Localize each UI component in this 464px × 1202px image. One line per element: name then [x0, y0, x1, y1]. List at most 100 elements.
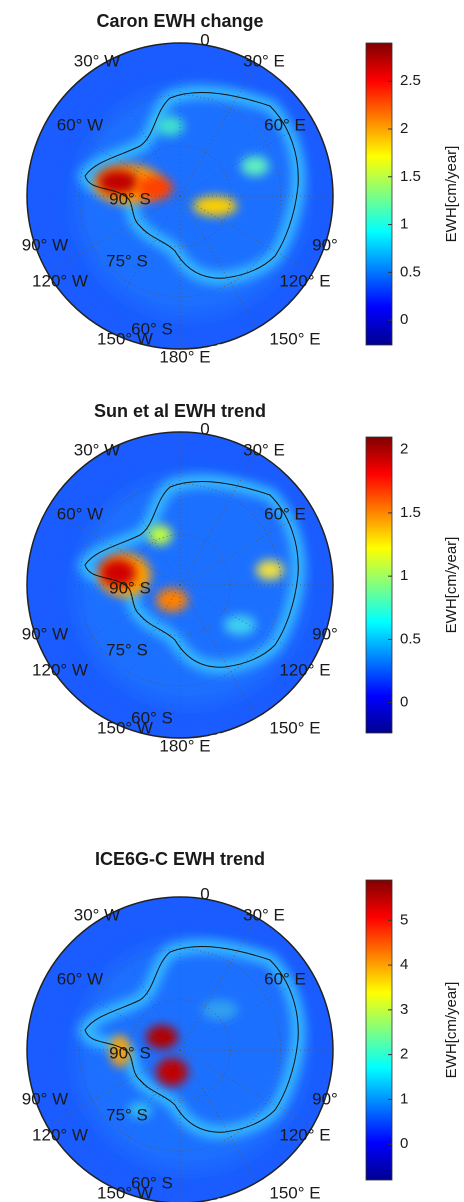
longitude-label: 30° E [243, 905, 285, 924]
anomaly [202, 1000, 238, 1020]
longitude-label: 90° [312, 235, 338, 254]
anomaly [256, 560, 284, 580]
graticule [179, 584, 257, 718]
latitude-label: 60° S [131, 319, 173, 338]
longitude-label: 180° E [159, 347, 210, 366]
longitude-label: 150° W [97, 329, 153, 348]
map-frame [26, 896, 334, 1202]
longitude-label: 90° W [22, 1089, 68, 1108]
anomaly [241, 156, 269, 176]
colorbar-tick-label: 5 [400, 911, 408, 928]
graticule [47, 1049, 181, 1127]
graticule [179, 508, 313, 586]
longitude-label: 150° E [269, 718, 320, 737]
longitude-label: 90° W [22, 624, 68, 643]
anomaly [148, 525, 172, 545]
longitude-label: 60° E [264, 115, 306, 134]
anomaly [156, 1058, 188, 1086]
graticule [179, 119, 313, 197]
longitude-label: 60° W [57, 115, 103, 134]
graticule [179, 584, 313, 662]
graticule [179, 1049, 257, 1183]
latitude-label: 90° S [109, 1043, 151, 1062]
longitude-label: 90° [312, 624, 338, 643]
colorbar-tick-label: 2.5 [400, 72, 421, 89]
longitude-label: 0 [200, 30, 209, 49]
anomaly [156, 116, 184, 136]
map-frame [26, 42, 334, 350]
anomaly [110, 1035, 130, 1067]
longitude-label: 60° E [264, 504, 306, 523]
graticule [179, 195, 313, 273]
graticule [47, 584, 181, 662]
longitude-label: 180° E [159, 736, 210, 755]
anomaly [137, 176, 173, 200]
graticule [129, 534, 231, 636]
longitude-label: 30° W [74, 51, 120, 70]
longitude-label: 30° W [74, 440, 120, 459]
graticule [179, 63, 257, 197]
longitude-label: 120° E [279, 660, 330, 679]
map-field [27, 897, 333, 1202]
colorbar [365, 436, 393, 734]
colorbar-tick-label: 2 [400, 1046, 408, 1063]
graticule [103, 63, 181, 197]
longitude-label: 150° E [269, 329, 320, 348]
coastline [84, 946, 299, 1133]
latitude-label: 75° S [106, 1105, 148, 1124]
colorbar-tick-label: 0 [400, 311, 408, 328]
colorbar-tick-label: 1 [400, 1090, 408, 1107]
anomaly [224, 615, 256, 635]
longitude-label: 120° W [32, 1125, 88, 1144]
longitude-label: 120° W [32, 660, 88, 679]
graticule [179, 195, 257, 329]
anomaly [98, 170, 138, 194]
graticule [47, 195, 181, 273]
colorbar-tick-label: 2 [400, 120, 408, 137]
longitude-label: 0 [200, 419, 209, 438]
colorbar [365, 42, 393, 346]
graticule [103, 195, 181, 329]
longitude-label: 150° W [97, 1183, 153, 1202]
longitude-label: 120° E [279, 1125, 330, 1144]
colorbar-tick-label: 1.5 [400, 168, 421, 185]
anomaly [156, 588, 188, 612]
graticule [179, 452, 257, 586]
colorbar-label: EWH[cm/year] [443, 146, 460, 243]
colorbar-tick-label: 0 [400, 694, 408, 711]
map-frame [26, 431, 334, 739]
colorbar-tick-label: 0 [400, 1135, 408, 1152]
panel-title: ICE6G-C EWH trend [95, 849, 265, 869]
graticule [103, 917, 181, 1051]
graticule [103, 1049, 181, 1183]
frame-dash [32, 255, 221, 353]
frame-dash [32, 1109, 221, 1202]
coastline [84, 481, 299, 668]
graticule [129, 999, 231, 1101]
longitude-label: 30° E [243, 51, 285, 70]
anomaly [146, 1025, 178, 1049]
longitude-label: 30° W [74, 905, 120, 924]
colorbar-label: EWH[cm/year] [443, 537, 460, 634]
longitude-label: 120° E [279, 271, 330, 290]
longitude-label: 150° E [269, 1183, 320, 1202]
longitude-label: 150° W [97, 718, 153, 737]
latitude-label: 90° S [109, 189, 151, 208]
colorbar-tick-label: 4 [400, 956, 408, 973]
map-field [27, 43, 333, 349]
colorbar [365, 879, 393, 1181]
graticule [129, 145, 231, 247]
coastline [84, 92, 299, 279]
graticule [103, 584, 181, 718]
longitude-label: 60° W [57, 969, 103, 988]
colorbar-tick-label: 0.5 [400, 263, 421, 280]
longitude-label: 60° E [264, 969, 306, 988]
map-panel: ICE6G-C EWH trend 0 30° W 30° E 60° W 60° E 90… [22, 849, 460, 1202]
longitude-label: 0 [200, 884, 209, 903]
panel-title: Sun et al EWH trend [94, 401, 266, 421]
longitude-label: 120° W [32, 271, 88, 290]
anomaly [100, 559, 136, 587]
